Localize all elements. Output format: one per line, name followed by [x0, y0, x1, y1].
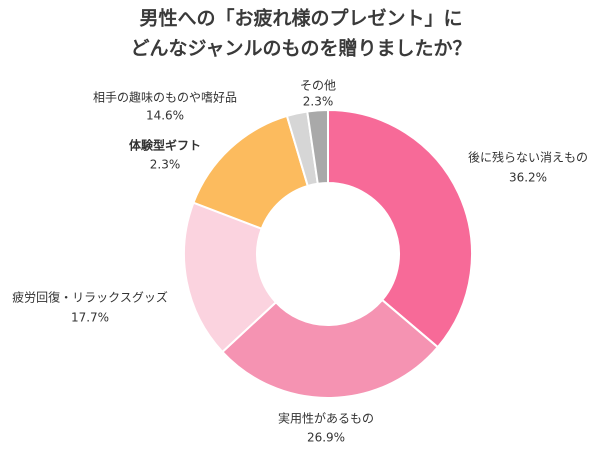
value-label: 36.2% — [509, 171, 547, 185]
donut-segment — [183, 201, 278, 354]
value-label: 26.9% — [307, 431, 345, 445]
donut-segment — [327, 108, 473, 349]
value-label: 14.6% — [146, 109, 184, 123]
chart-title: 男性への「お疲れ様のプレゼント」に — [139, 7, 462, 30]
category-label: 疲労回復・リラックスグッズ — [12, 290, 168, 305]
value-label: 2.3% — [303, 95, 334, 109]
category-label: 後に残らない消えもの — [468, 151, 588, 165]
category-label: 体験型ギフト — [129, 138, 201, 153]
chart-title: どんなジャンルのものを贈りましたか？ — [130, 37, 471, 60]
category-label: 相手の趣味のものや嗜好品 — [93, 90, 237, 105]
category-label: その他 — [300, 79, 336, 93]
value-label: 17.7% — [71, 311, 109, 325]
donut-segment — [306, 108, 329, 185]
category-label: 実用性があるもの — [278, 411, 374, 426]
value-label: 2.3% — [150, 158, 181, 172]
donut-segment — [220, 298, 440, 399]
